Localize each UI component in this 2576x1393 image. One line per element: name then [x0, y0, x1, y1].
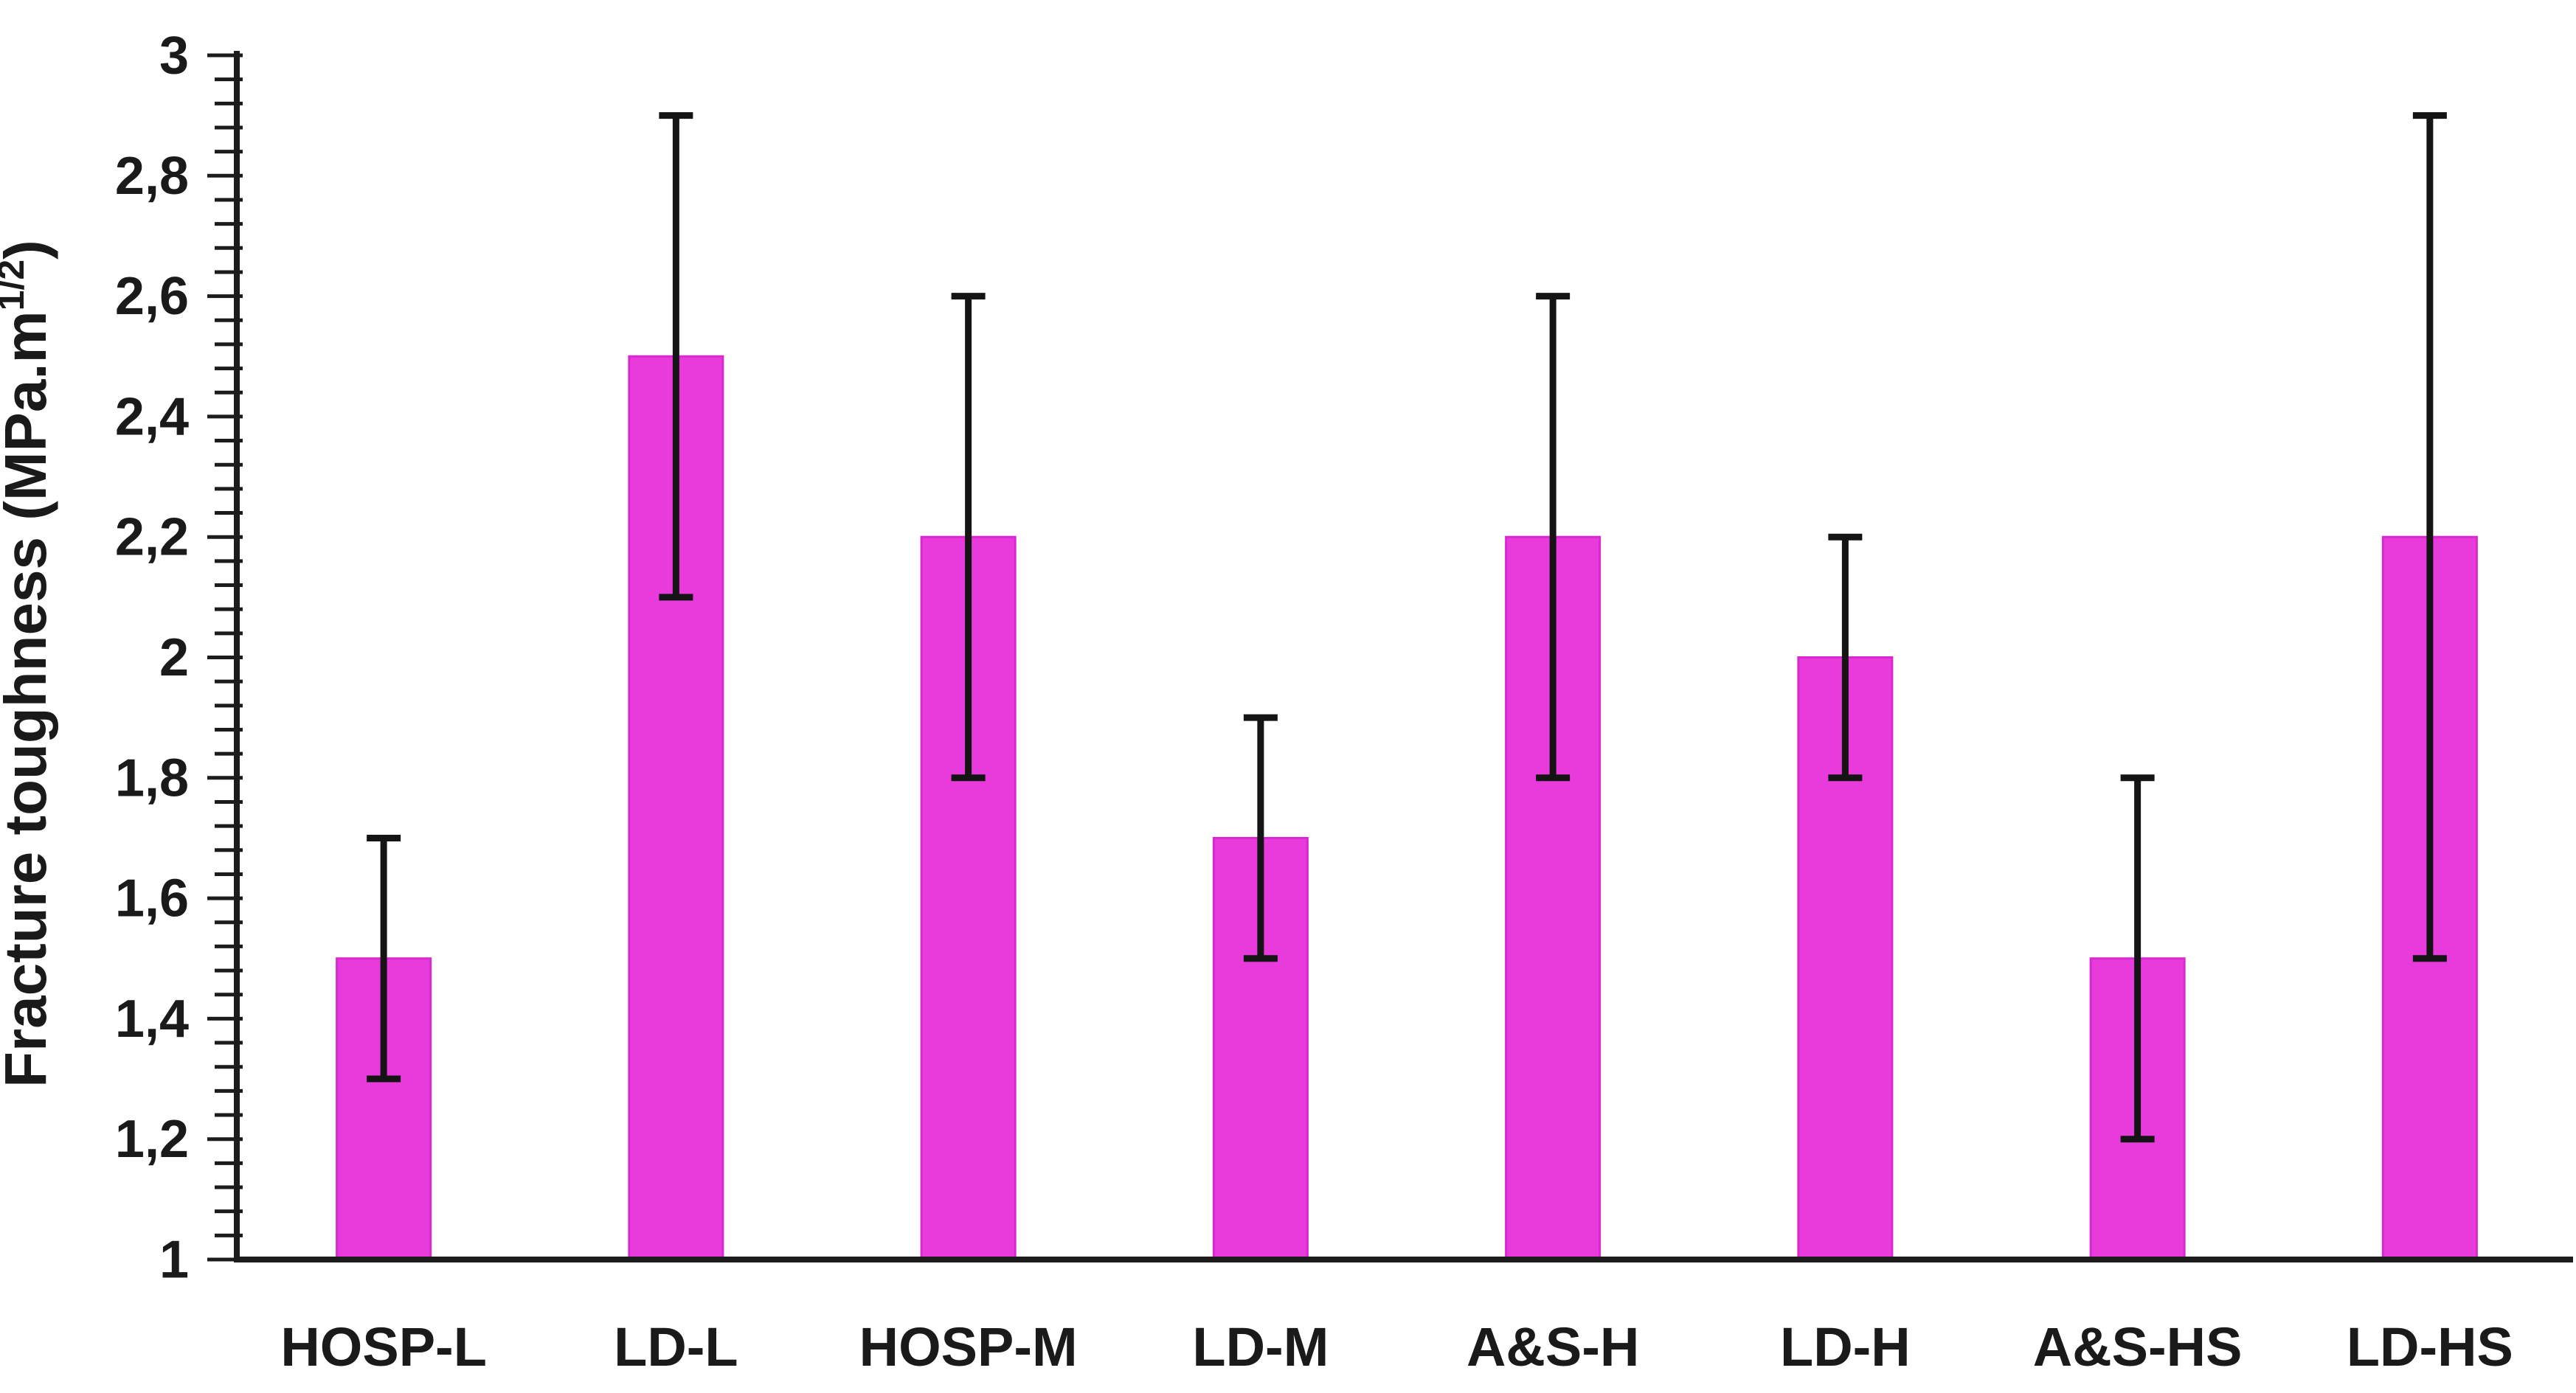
y-axis-title: Fracture toughness (MPa.m1/2)	[0, 240, 58, 1088]
x-category-label-LD-H: LD-H	[1780, 1316, 1911, 1378]
x-category-label-A&S-HS: A&S-HS	[2033, 1316, 2243, 1378]
x-category-label-A&S-H: A&S-H	[1467, 1316, 1639, 1378]
y-tick-label: 2,2	[115, 508, 189, 567]
y-tick-label: 2,6	[115, 267, 189, 326]
x-category-label-LD-HS: LD-HS	[2347, 1316, 2513, 1378]
x-category-label-HOSP-M: HOSP-M	[859, 1316, 1078, 1378]
x-category-label-LD-L: LD-L	[614, 1316, 738, 1378]
x-category-label-HOSP-L: HOSP-L	[280, 1316, 487, 1378]
y-tick-label: 1,8	[115, 748, 189, 807]
y-tick-label: 2	[159, 628, 189, 687]
y-tick-label: 2,8	[115, 147, 189, 206]
y-tick-label: 2,4	[115, 387, 189, 446]
x-category-label-LD-M: LD-M	[1192, 1316, 1329, 1378]
y-tick-label: 1,6	[115, 869, 189, 928]
y-tick-label: 1,4	[115, 990, 189, 1049]
x-axis-line	[234, 1257, 2573, 1262]
y-tick-label: 1,2	[115, 1110, 189, 1169]
y-tick-label: 3	[159, 26, 189, 85]
y-tick-label: 1	[159, 1230, 189, 1289]
